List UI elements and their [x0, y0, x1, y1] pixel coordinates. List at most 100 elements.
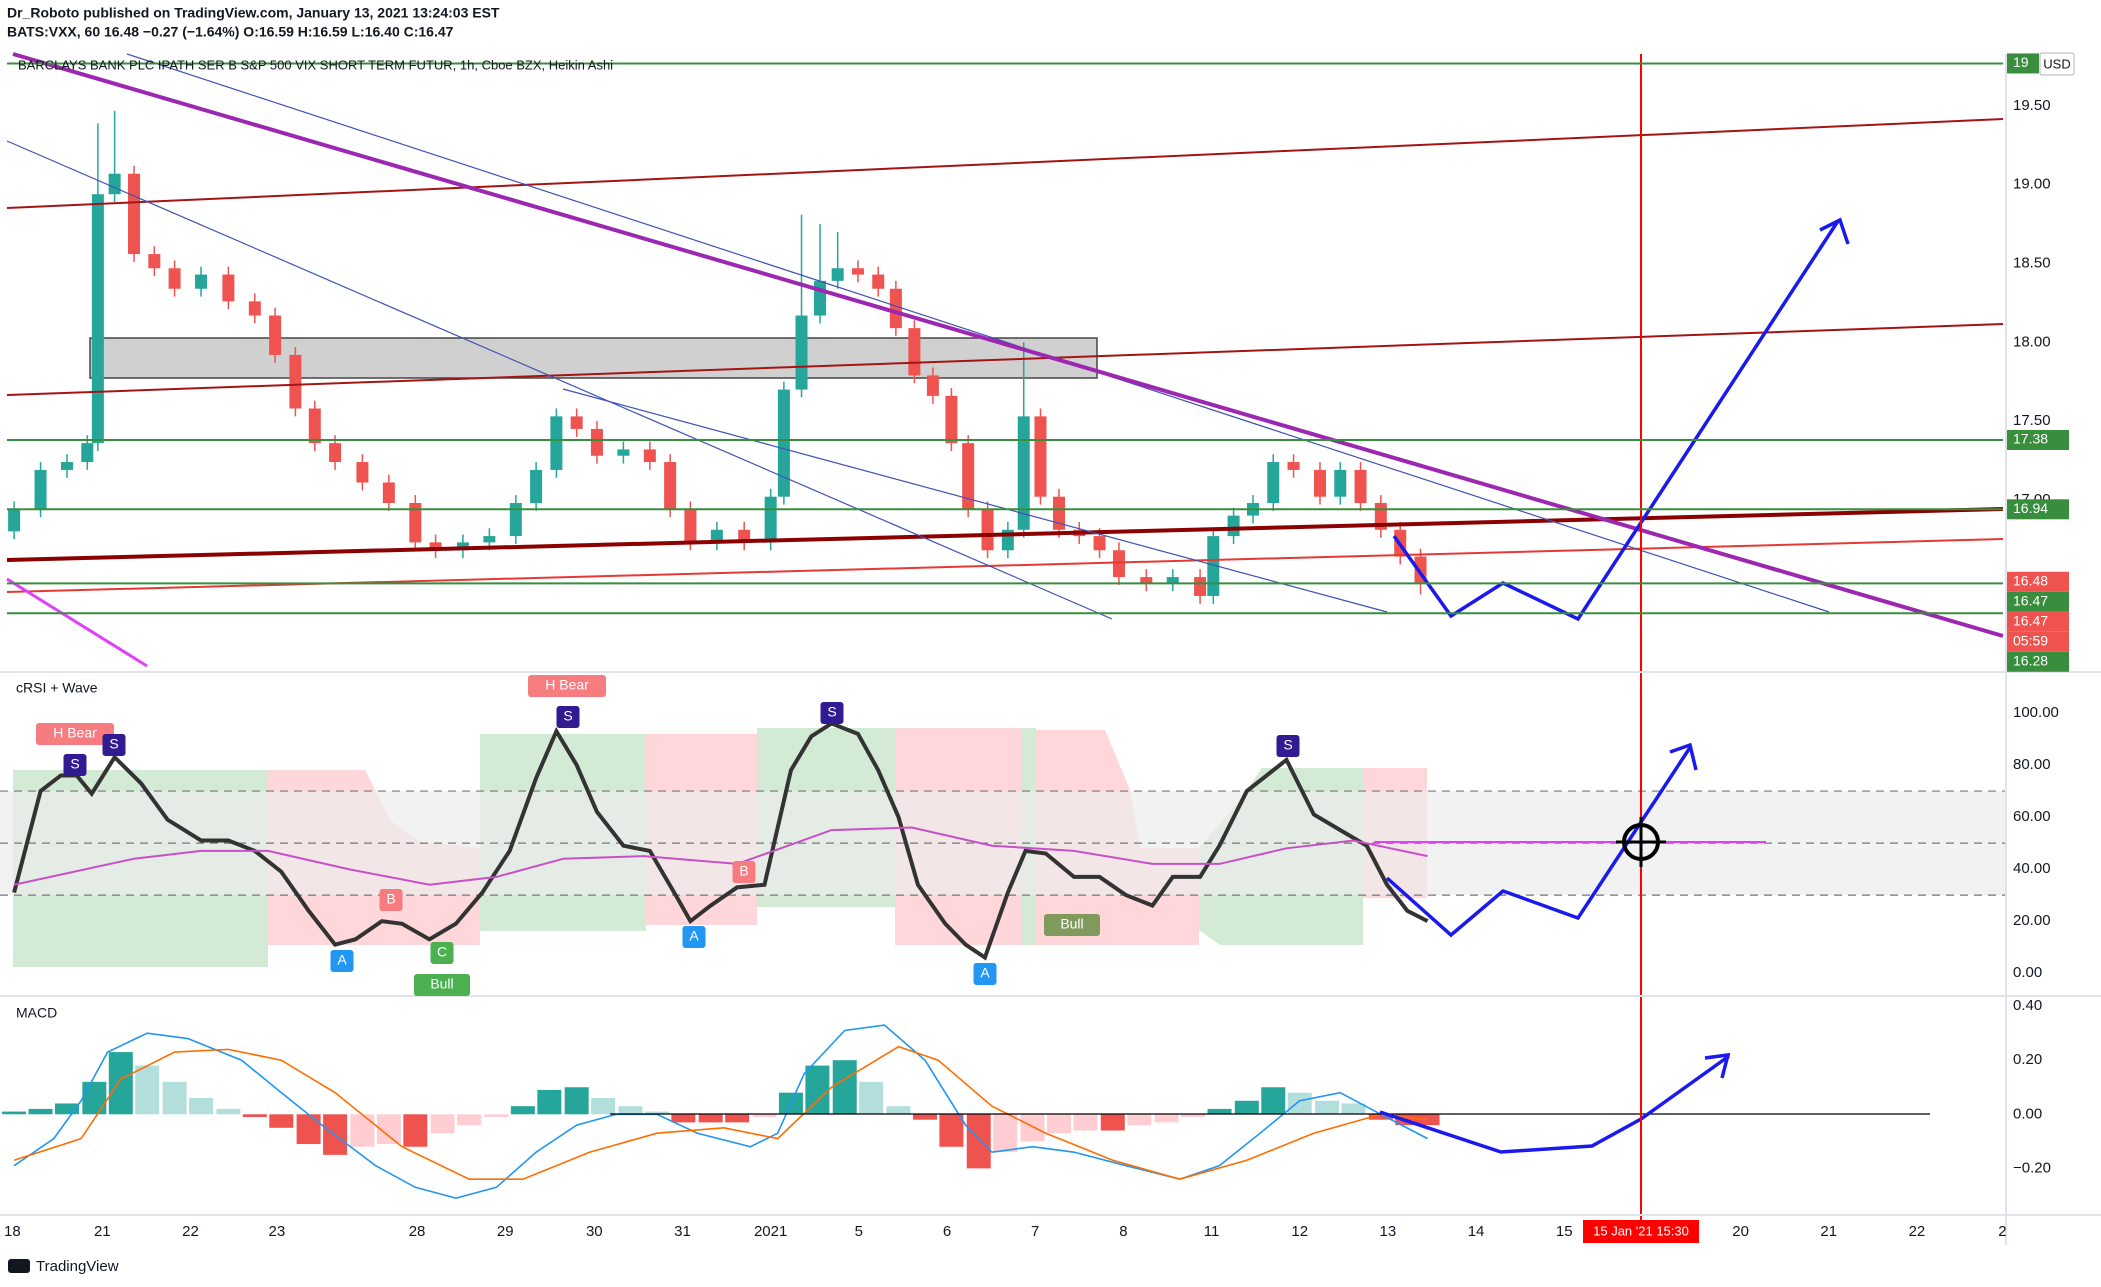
candle-body — [1287, 462, 1300, 470]
x-tick-label: 18 — [4, 1223, 21, 1240]
x-tick-label: 14 — [1468, 1223, 1485, 1240]
histogram-bar — [537, 1089, 562, 1115]
signal-label: S — [109, 736, 118, 752]
price-label: 17.38 — [2013, 431, 2048, 447]
candle-body — [664, 462, 677, 510]
trend-line — [562, 388, 1388, 613]
logo-icon — [8, 1259, 30, 1273]
footer-logo: TradingView — [36, 1258, 119, 1275]
price-label-box — [2007, 429, 2069, 450]
zone-box — [89, 337, 1098, 379]
candle-body — [1334, 469, 1347, 497]
signal-box — [682, 926, 706, 948]
x-tick-label: 5 — [855, 1223, 863, 1240]
histogram-bar — [403, 1114, 428, 1147]
candle-body — [1354, 469, 1367, 504]
histogram-bar — [108, 1052, 133, 1115]
crosshair-time: 15 Jan '21 15:30 — [1593, 1223, 1689, 1238]
x-tick-label: 28 — [409, 1223, 426, 1240]
x-tick-label: 6 — [943, 1223, 951, 1240]
candle-body — [831, 268, 844, 281]
candle-body — [483, 536, 496, 543]
x-tick-label: 15 — [1556, 1223, 1573, 1240]
histogram-bar — [350, 1114, 375, 1147]
candle-body — [851, 268, 864, 275]
x-tick-label: 2 — [1998, 1223, 2006, 1240]
candle-body — [429, 542, 442, 551]
histogram-bar — [1315, 1100, 1340, 1115]
candle-body — [814, 280, 827, 316]
x-tick-label: 11 — [1204, 1223, 1220, 1240]
candle-body — [1140, 577, 1153, 584]
series-line — [12, 721, 1429, 961]
candle-body — [289, 354, 302, 409]
signal-box — [379, 889, 403, 911]
candle-body — [981, 509, 994, 551]
price-label-box — [2007, 651, 2069, 672]
y-tick-label: 19.00 — [2013, 176, 2051, 193]
candle-body — [382, 482, 395, 504]
drawings — [6, 52, 2004, 1232]
y-tick-label: 0.00 — [2013, 1105, 2042, 1122]
candle-body — [872, 274, 885, 289]
x-tick-label: 20 — [1732, 1223, 1749, 1240]
histogram-bar — [1020, 1114, 1045, 1142]
x-tick-label: 23 — [269, 1223, 286, 1240]
trend-line — [6, 140, 1113, 620]
y-tick-label: 0.40 — [2013, 997, 2042, 1014]
signal-label: Bull — [1060, 916, 1083, 932]
histogram-bar — [859, 1081, 884, 1115]
candle-body — [8, 509, 21, 532]
price-label: 16.47 — [2013, 592, 2048, 608]
histogram-bar — [269, 1114, 294, 1128]
signal-label: H Bear — [545, 677, 589, 693]
y-tick-label: 80.00 — [2013, 756, 2051, 773]
histogram-bar — [1368, 1114, 1393, 1120]
candle-body — [710, 529, 723, 543]
y-tick-label: 60.00 — [2013, 808, 2051, 825]
candle-body — [269, 315, 282, 355]
currency[interactable]: USD — [2043, 56, 2070, 71]
candle-body — [908, 328, 921, 376]
candle-body — [108, 173, 121, 195]
price-label: 05:59 — [2013, 632, 2048, 648]
candle-body — [168, 268, 181, 289]
signal-label: S — [1283, 737, 1292, 753]
histogram-bar — [2, 1111, 27, 1115]
y-tick-label: 18.50 — [2013, 255, 2051, 272]
x-tick-label: 21 — [94, 1223, 111, 1240]
y-tick-label: 18.00 — [2013, 333, 2051, 350]
signal-label: A — [337, 952, 347, 968]
histogram-bar — [296, 1114, 321, 1145]
candle-body — [81, 443, 94, 463]
trend-line — [6, 118, 2004, 209]
y-tick-label: −0.20 — [2013, 1159, 2051, 1176]
crosshair-time-box — [1583, 1220, 1699, 1243]
candle-body — [1194, 577, 1207, 596]
candle-body — [456, 542, 469, 551]
x-tick-label: 7 — [1031, 1223, 1039, 1240]
histogram-bar — [993, 1114, 1018, 1153]
currency-box[interactable] — [2039, 52, 2075, 76]
signal-label: B — [386, 891, 395, 907]
x-tick-label: 21 — [1820, 1223, 1837, 1240]
arrow-head — [1819, 217, 1850, 245]
histogram-bar — [618, 1106, 643, 1115]
histogram-bar — [162, 1081, 187, 1115]
candle-body — [889, 288, 902, 329]
price-label-box — [2007, 631, 2069, 652]
candle-body — [926, 375, 939, 396]
x-tick-label: 31 — [674, 1223, 691, 1240]
histogram-bar — [1287, 1092, 1312, 1115]
x-tick-label: 13 — [1380, 1223, 1397, 1240]
candle-body — [962, 443, 975, 510]
publisher: Dr_Roboto published on TradingView.com, … — [7, 5, 500, 21]
histogram-bar — [725, 1114, 750, 1123]
candle-body — [795, 315, 808, 390]
histogram-bar — [886, 1106, 911, 1115]
y-tick-label: 100.00 — [2013, 704, 2059, 721]
signal-box — [732, 861, 756, 883]
signal-label: H Bear — [53, 725, 97, 741]
candle-body — [1112, 550, 1125, 578]
